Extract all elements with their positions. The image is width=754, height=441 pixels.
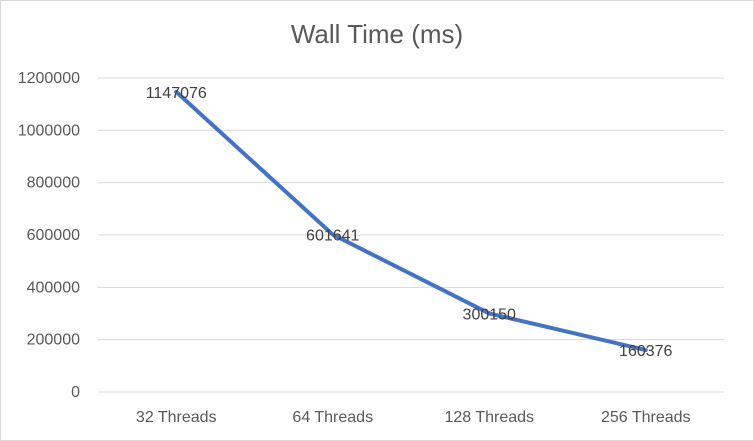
series-line — [174, 89, 648, 353]
data-labels: 1147076 601641 300150 160376 — [146, 85, 673, 360]
y-tick-label: 200000 — [27, 332, 80, 349]
y-axis-tick-labels: 0 200000 400000 600000 800000 1000000 1200000 — [18, 70, 80, 401]
y-tick-label: 1200000 — [18, 70, 80, 87]
x-tick-label: 128 Threads — [444, 409, 534, 426]
series-lines — [174, 89, 648, 353]
x-tick-label: 256 Threads — [601, 409, 691, 426]
y-tick-label: 400000 — [27, 279, 80, 296]
x-tick-label: 32 Threads — [136, 409, 217, 426]
chart-title: Wall Time (ms) — [290, 19, 464, 49]
y-tick-label: 800000 — [27, 175, 80, 192]
data-label: 601641 — [306, 228, 359, 245]
y-tick-label: 1000000 — [18, 122, 80, 139]
x-axis-tick-labels: 32 Threads 64 Threads 128 Threads 256 Threa… — [136, 409, 691, 426]
data-label: 160376 — [619, 343, 672, 360]
x-tick-label: 64 Threads — [292, 409, 373, 426]
gridlines — [98, 77, 724, 393]
data-label: 300150 — [463, 306, 516, 323]
y-tick-label: 600000 — [27, 227, 80, 244]
data-label: 1147076 — [146, 85, 207, 102]
y-tick-label: 0 — [71, 384, 80, 401]
